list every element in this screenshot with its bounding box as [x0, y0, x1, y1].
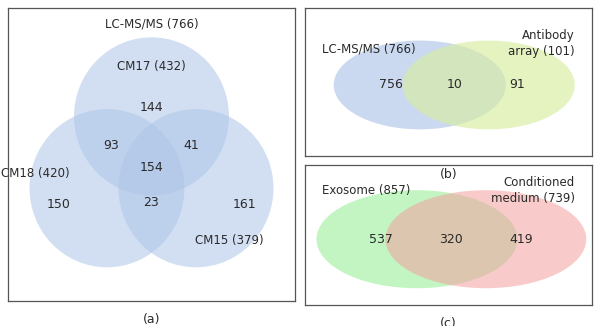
Circle shape	[385, 190, 586, 288]
Text: (c): (c)	[440, 317, 457, 326]
Text: 23: 23	[143, 196, 160, 209]
Circle shape	[334, 40, 506, 129]
Text: 537: 537	[369, 233, 393, 246]
Text: 419: 419	[510, 233, 533, 246]
Text: Conditioned
medium (739): Conditioned medium (739)	[491, 176, 575, 205]
Text: 93: 93	[103, 139, 119, 152]
Text: 91: 91	[509, 79, 525, 92]
Text: 161: 161	[233, 198, 257, 211]
Circle shape	[316, 190, 517, 288]
Text: 41: 41	[184, 139, 200, 152]
Text: CM18 (420): CM18 (420)	[1, 167, 70, 180]
Circle shape	[403, 40, 575, 129]
Circle shape	[118, 109, 274, 267]
Text: LC-MS/MS (766): LC-MS/MS (766)	[322, 43, 416, 56]
Text: 320: 320	[439, 233, 463, 246]
Text: Antibody
array (101): Antibody array (101)	[508, 29, 575, 58]
Text: 144: 144	[140, 101, 163, 114]
Circle shape	[74, 37, 229, 196]
Text: 154: 154	[140, 161, 163, 174]
Circle shape	[29, 109, 185, 267]
Text: Exosome (857): Exosome (857)	[322, 184, 410, 197]
Text: 10: 10	[446, 79, 462, 92]
Text: 150: 150	[46, 198, 70, 211]
Text: (b): (b)	[440, 168, 457, 181]
Text: CM17 (432): CM17 (432)	[117, 60, 186, 73]
Text: (a): (a)	[143, 313, 160, 326]
Text: CM15 (379): CM15 (379)	[194, 234, 263, 247]
Text: LC-MS/MS (766): LC-MS/MS (766)	[104, 18, 199, 31]
Text: 756: 756	[379, 79, 403, 92]
